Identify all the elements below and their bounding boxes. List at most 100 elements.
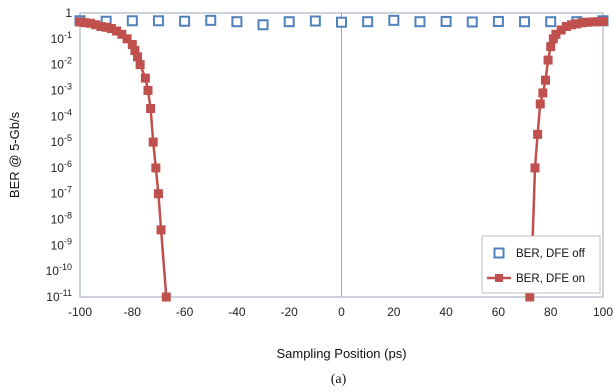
data-point: [205, 14, 217, 26]
data-point: [151, 163, 161, 173]
y-axis-title: BER @ 5-Gb/s: [7, 111, 22, 198]
data-point: [153, 189, 163, 199]
x-tick-label: 0: [338, 305, 345, 319]
x-tick-label: 100: [593, 305, 613, 319]
y-tick-label: 10-4: [51, 107, 72, 123]
y-tick-base: 10: [51, 187, 65, 201]
data-point: [126, 15, 138, 27]
series-2: [75, 16, 608, 302]
y-tick-label: 10-8: [51, 211, 72, 227]
x-tick-label: -20: [281, 305, 299, 319]
data-point: [492, 15, 504, 27]
data-point: [440, 15, 452, 27]
data-point: [545, 16, 557, 28]
data-point: [161, 292, 171, 302]
data-point: [231, 16, 243, 28]
y-tick-exponent: -9: [64, 236, 72, 246]
data-point: [135, 60, 145, 70]
x-tick-label: 60: [492, 305, 506, 319]
data-point: [309, 15, 321, 27]
y-tick-label: 10-6: [51, 159, 72, 175]
x-tick-label: 40: [439, 305, 453, 319]
x-axis-title: Sampling Position (ps): [276, 346, 406, 361]
y-tick-base: 10: [51, 32, 65, 46]
data-point: [540, 75, 550, 85]
data-point: [179, 15, 191, 27]
data-point: [156, 225, 166, 235]
x-tick-label: -40: [228, 305, 246, 319]
y-tick-base: 10: [51, 161, 65, 175]
data-point: [598, 16, 608, 26]
legend-marker-swatch: [495, 274, 503, 282]
data-point: [533, 129, 543, 139]
y-tick-exponent: -7: [64, 185, 72, 195]
y-tick-base: 10: [46, 264, 60, 278]
y-tick-base: 1: [65, 6, 72, 20]
y-tick-label: 10-5: [51, 133, 72, 149]
y-tick-label: 10-10: [46, 262, 72, 278]
data-point: [466, 16, 478, 28]
y-tick-label: 10-2: [51, 56, 72, 72]
y-tick-exponent: -5: [64, 133, 72, 143]
data-point: [519, 16, 531, 28]
data-point: [336, 16, 347, 28]
y-tick-base: 10: [51, 213, 65, 227]
data-point: [388, 14, 400, 26]
y-tick-base: 10: [51, 238, 65, 252]
data-point: [546, 42, 556, 52]
x-tick-label: -100: [68, 305, 92, 319]
y-tick-exponent: -3: [64, 81, 72, 91]
x-tick-label: -60: [176, 305, 194, 319]
figure-caption: (a): [331, 372, 347, 387]
legend-entries: BER, DFE off BER, DFE on: [487, 247, 586, 285]
y-tick-exponent: -10: [59, 262, 72, 272]
y-tick-label: 1: [65, 6, 72, 20]
data-point: [148, 137, 158, 147]
legend-label: BER, DFE on: [516, 273, 585, 285]
data-point: [122, 34, 132, 44]
x-tick-label: -80: [124, 305, 142, 319]
y-tick-label: 10-1: [51, 30, 72, 46]
y-tick-exponent: -8: [64, 211, 72, 221]
data-point: [538, 88, 548, 98]
y-tick-exponent: -4: [64, 107, 72, 117]
legend-marker-swatch: [493, 247, 505, 259]
x-tick-label: 20: [387, 305, 401, 319]
y-tick-label: 10-9: [51, 236, 72, 252]
legend-box: [481, 235, 601, 294]
x-tick-label: 80: [544, 305, 558, 319]
y-tick-label: 10-3: [51, 81, 72, 97]
y-tick-base: 10: [51, 83, 65, 97]
y-tick-base: 10: [51, 135, 65, 149]
data-point: [362, 16, 374, 28]
data-point: [543, 55, 553, 65]
data-point: [146, 104, 156, 114]
legend-entry: BER, DFE off: [493, 247, 586, 260]
data-point: [283, 16, 295, 28]
y-tick-base: 10: [51, 58, 65, 72]
data-point: [414, 16, 426, 28]
legend: BER, DFE off BER, DFE on: [481, 235, 601, 294]
data-point: [133, 52, 143, 62]
data-point: [152, 15, 164, 27]
x-axis-tick-labels: -100 -80 -60 -40 -20 0 20 40 60 80 100: [68, 305, 613, 319]
legend-entry: BER, DFE on: [487, 273, 585, 285]
y-axis-tick-labels: 110-110-210-310-410-510-610-710-810-910-…: [46, 6, 73, 304]
y-tick-base: 10: [46, 290, 60, 304]
y-tick-exponent: -1: [64, 30, 72, 40]
data-point: [143, 85, 153, 95]
data-point: [530, 163, 540, 173]
y-tick-label: 10-7: [51, 185, 72, 201]
series-layer: [74, 14, 609, 302]
data-point: [535, 99, 545, 109]
data-point: [257, 19, 269, 31]
y-tick-label: 10-11: [46, 288, 72, 304]
data-point: [140, 73, 150, 83]
data-point: [117, 29, 127, 39]
y-tick-exponent: -2: [64, 56, 72, 66]
y-tick-exponent: -6: [64, 159, 72, 169]
y-tick-base: 10: [51, 109, 65, 123]
legend-label: BER, DFE off: [516, 248, 586, 260]
